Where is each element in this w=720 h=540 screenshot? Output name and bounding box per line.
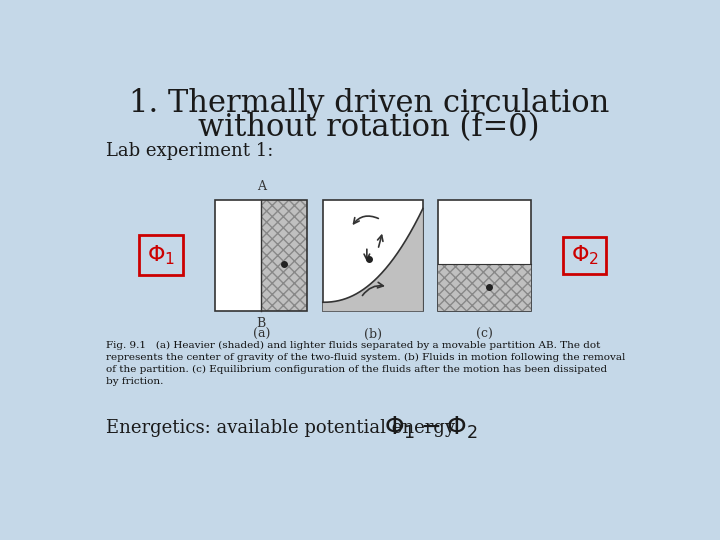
Bar: [139, 235, 184, 275]
Bar: [215, 200, 261, 311]
Text: without rotation (f=0): without rotation (f=0): [198, 112, 540, 144]
Bar: [261, 200, 307, 311]
Bar: [215, 200, 307, 311]
Text: $\Phi_1$: $\Phi_1$: [147, 244, 175, 267]
Text: Fig. 9.1   (a) Heavier (shaded) and lighter fluids separated by a movable partit: Fig. 9.1 (a) Heavier (shaded) and lighte…: [106, 340, 625, 387]
Bar: [564, 237, 606, 274]
Text: (b): (b): [364, 328, 382, 341]
Text: $\Phi_1 - \Phi_2$: $\Phi_1 - \Phi_2$: [384, 415, 478, 441]
Text: Lab experiment 1:: Lab experiment 1:: [106, 142, 273, 160]
Text: 1. Thermally driven circulation: 1. Thermally driven circulation: [129, 88, 609, 119]
Text: A: A: [257, 180, 266, 193]
Text: B: B: [256, 318, 266, 330]
Polygon shape: [323, 208, 423, 311]
Bar: [438, 264, 531, 311]
Text: Energetics: available potential energy: Energetics: available potential energy: [106, 419, 454, 437]
Text: $\Phi_2$: $\Phi_2$: [571, 244, 598, 267]
Text: (a): (a): [253, 328, 270, 341]
Bar: [323, 200, 423, 311]
Bar: [438, 200, 531, 311]
Text: (c): (c): [476, 328, 493, 341]
